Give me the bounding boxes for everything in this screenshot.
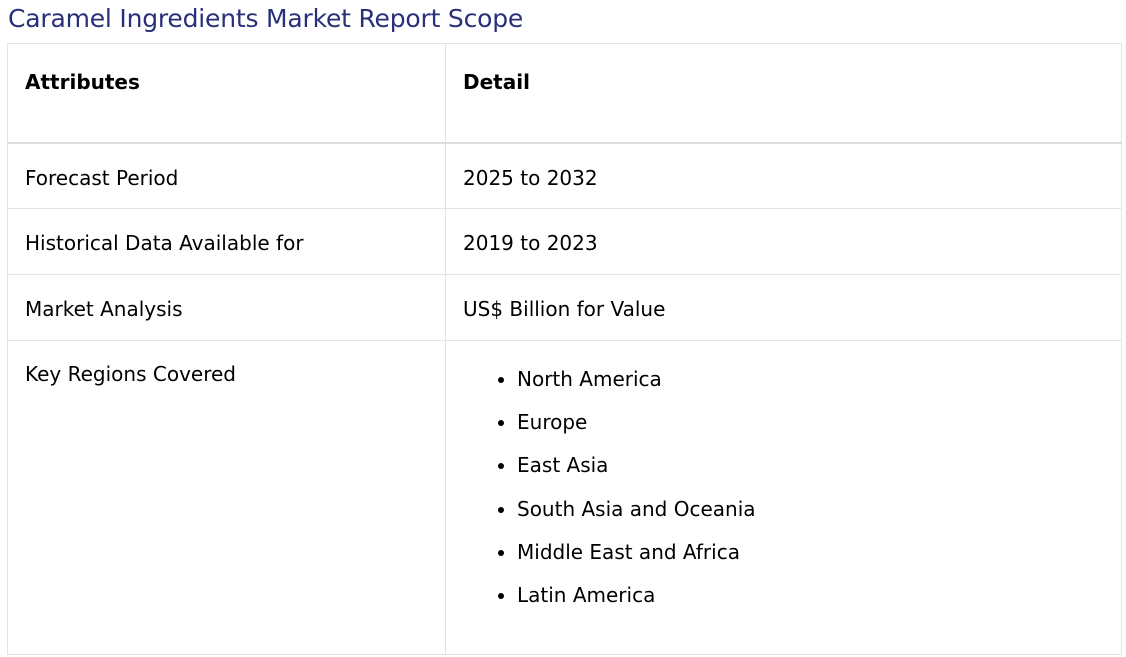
attribute-cell: Key Regions Covered bbox=[7, 340, 446, 655]
table-row: Market Analysis US$ Billion for Value bbox=[7, 274, 1122, 341]
detail-cell: US$ Billion for Value bbox=[445, 274, 1122, 341]
region-item: Middle East and Africa bbox=[517, 539, 1121, 582]
header-attributes: Attributes bbox=[7, 43, 446, 144]
table-row-regions: Key Regions Covered North America Europe… bbox=[7, 340, 1122, 655]
table-row: Forecast Period 2025 to 2032 bbox=[7, 142, 1122, 209]
region-list: North America Europe East Asia South Asi… bbox=[463, 366, 1121, 625]
region-item: East Asia bbox=[517, 452, 1121, 495]
detail-cell-regions: North America Europe East Asia South Asi… bbox=[445, 340, 1122, 655]
detail-cell: 2019 to 2023 bbox=[445, 208, 1122, 275]
attribute-cell: Forecast Period bbox=[7, 142, 446, 209]
region-item: South Asia and Oceania bbox=[517, 496, 1121, 539]
region-item: Latin America bbox=[517, 582, 1121, 625]
detail-cell: 2025 to 2032 bbox=[445, 142, 1122, 209]
report-scope-table: Attributes Detail Forecast Period 2025 t… bbox=[7, 43, 1122, 655]
page-title: Caramel Ingredients Market Report Scope bbox=[8, 4, 524, 33]
attribute-cell: Historical Data Available for bbox=[7, 208, 446, 275]
attribute-cell: Market Analysis bbox=[7, 274, 446, 341]
region-item: Europe bbox=[517, 409, 1121, 452]
header-detail: Detail bbox=[445, 43, 1122, 144]
table-header-row: Attributes Detail bbox=[7, 43, 1122, 144]
region-item: North America bbox=[517, 366, 1121, 409]
table-row: Historical Data Available for 2019 to 20… bbox=[7, 208, 1122, 275]
